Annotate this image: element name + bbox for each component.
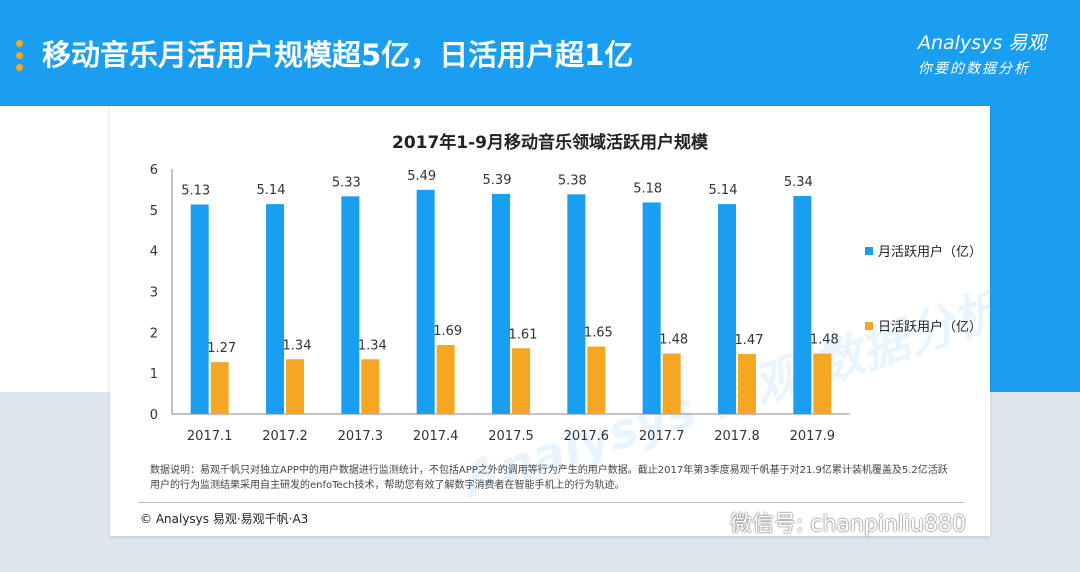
- data-label-mau: 5.49: [407, 169, 436, 184]
- data-label-mau: 5.18: [633, 181, 662, 196]
- bar-dau: [361, 359, 380, 414]
- page-title: 移动音乐月活用户规模超5亿，日活用户超1亿: [42, 38, 634, 72]
- legend-label-dau: 日活跃用户（亿）: [878, 319, 982, 335]
- y-tick-label: 0: [150, 408, 158, 423]
- data-label-dau: 1.34: [358, 338, 387, 353]
- wechat-watermark: 微信号: chanpinliu880: [730, 512, 967, 537]
- bar-mau: [793, 195, 812, 414]
- x-tick-label: 2017.5: [488, 429, 534, 444]
- data-label-dau: 1.61: [509, 327, 538, 342]
- title-dots-icon: [16, 40, 23, 76]
- x-tick-label: 2017.9: [790, 429, 836, 444]
- data-label-mau: 5.33: [332, 175, 361, 190]
- bar-mau: [266, 204, 284, 414]
- x-tick-label: 2017.1: [187, 429, 233, 444]
- bar-mau: [190, 204, 209, 414]
- brand-slogan: 你要的数据分析: [918, 61, 1030, 77]
- bar-mau: [642, 202, 661, 414]
- y-tick-label: 6: [150, 163, 158, 178]
- data-label-dau: 1.48: [810, 333, 839, 348]
- bar-dau: [813, 353, 832, 414]
- data-label-mau: 5.13: [181, 184, 210, 199]
- data-label-dau: 1.47: [735, 333, 764, 348]
- x-tick-label: 2017.3: [338, 429, 384, 444]
- legend-swatch-mau: [865, 247, 873, 255]
- y-tick-label: 5: [150, 204, 158, 219]
- x-tick-label: 2017.7: [639, 429, 685, 444]
- bar-dau: [210, 362, 229, 414]
- data-label-mau: 5.38: [558, 173, 587, 188]
- bar-dau: [512, 348, 530, 414]
- bar-dau: [286, 359, 304, 414]
- data-label-mau: 5.14: [257, 183, 286, 198]
- bar-mau: [341, 196, 360, 414]
- bar-dau: [587, 346, 606, 414]
- x-tick-label: 2017.8: [714, 429, 760, 444]
- x-tick-label: 2017.4: [413, 429, 459, 444]
- y-tick-label: 1: [150, 367, 158, 382]
- x-tick-label: 2017.2: [262, 429, 308, 444]
- y-tick-label: 3: [150, 286, 158, 301]
- data-label-mau: 5.14: [709, 183, 738, 198]
- brand-name: Analysys 易观: [918, 32, 1047, 54]
- data-note: 数据说明：易观千帆只对独立APP中的用户数据进行监测统计，不包括APP之外的调用…: [150, 465, 948, 491]
- bar-mau: [718, 204, 736, 414]
- bar-mau: [416, 189, 435, 414]
- y-tick-label: 2: [150, 326, 158, 341]
- legend-label-mau: 月活跃用户（亿）: [878, 244, 982, 260]
- x-tick-label: 2017.6: [564, 429, 610, 444]
- y-tick-label: 4: [150, 245, 158, 260]
- data-label-dau: 1.69: [433, 324, 462, 339]
- bar-mau: [567, 194, 586, 414]
- data-label-mau: 5.39: [483, 173, 512, 188]
- bar-dau: [738, 353, 756, 414]
- bar-dau: [662, 353, 681, 414]
- data-label-dau: 1.48: [659, 333, 688, 348]
- data-label-dau: 1.34: [283, 338, 312, 353]
- bar-mau: [492, 193, 510, 414]
- header-bar: [0, 0, 1080, 106]
- legend-swatch-dau: [865, 322, 873, 330]
- bar-chart: 0 1 2 3 4 5 6 2017.1 5.13 1.27 2017.2 5.14 1.34 2017.…: [150, 163, 982, 444]
- copyright: © Analysys 易观·易观千帆·A3: [140, 512, 309, 526]
- brand-logo: Analysys 易观 你要的数据分析: [918, 28, 1068, 78]
- data-label-mau: 5.34: [784, 175, 813, 190]
- bar-dau: [436, 344, 455, 414]
- chart-title: 2017年1-9月移动音乐领域活跃用户规模: [391, 133, 709, 153]
- divider: [138, 502, 964, 503]
- data-label-dau: 1.27: [207, 341, 236, 356]
- chart-card: Analysys 易观 数据分析 2017年1-9月移动音乐领域活跃用户规模 0…: [110, 106, 1008, 536]
- data-label-dau: 1.65: [584, 326, 613, 341]
